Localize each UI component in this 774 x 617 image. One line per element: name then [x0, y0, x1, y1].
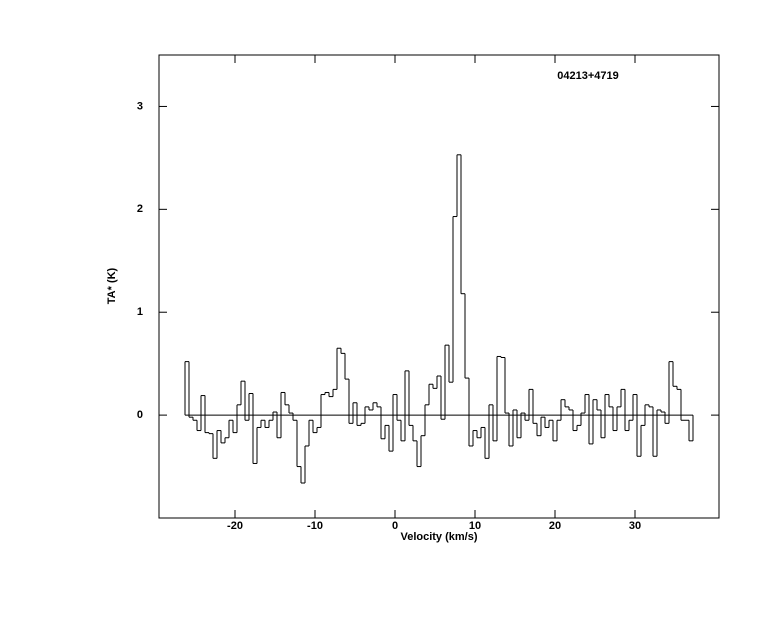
- y-tick-label: 0: [137, 409, 143, 421]
- chart-title: 04213+4719: [557, 70, 618, 82]
- plot-frame: [158, 54, 720, 519]
- x-tick-label: -10: [307, 520, 323, 532]
- x-tick-label: 30: [629, 520, 641, 532]
- y-tick-label: 1: [137, 306, 143, 318]
- x-tick-label: 0: [392, 520, 398, 532]
- y-axis-label: TA* (K): [106, 267, 118, 304]
- y-tick-label: 2: [137, 203, 143, 215]
- x-tick-label: 10: [469, 520, 481, 532]
- x-tick-label: 20: [549, 520, 561, 532]
- x-tick-label: -20: [227, 520, 243, 532]
- y-tick-label: 3: [137, 100, 143, 112]
- x-axis-label: Velocity (km/s): [400, 531, 477, 543]
